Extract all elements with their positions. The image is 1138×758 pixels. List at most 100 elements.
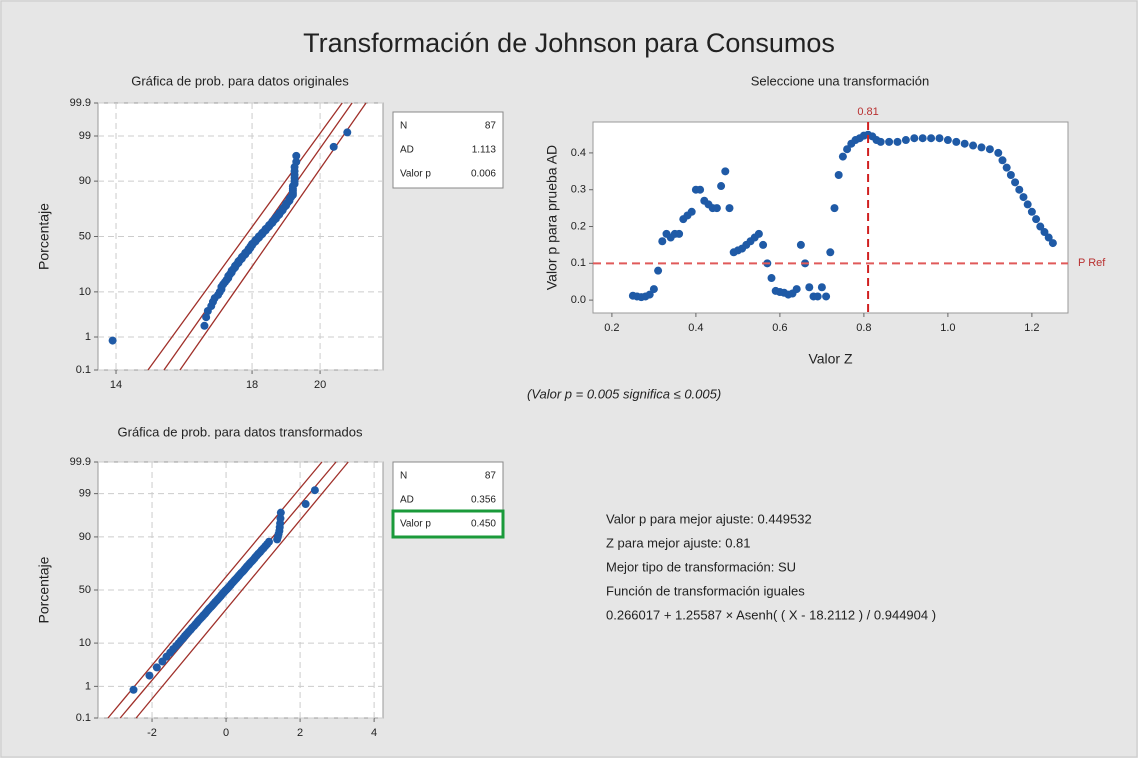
point <box>817 283 826 292</box>
point <box>830 204 839 213</box>
y-tick-label: 50 <box>79 584 91 596</box>
stat-label: N <box>400 121 407 132</box>
point <box>998 156 1007 165</box>
y-axis-label: Valor p para prueba AD <box>544 145 560 290</box>
x-tick-label: 0.6 <box>772 322 787 334</box>
point <box>952 137 961 146</box>
point <box>767 274 776 283</box>
fit-line <box>107 461 323 719</box>
y-tick-label: 1 <box>85 331 91 343</box>
point <box>1011 178 1020 187</box>
point <box>994 148 1003 157</box>
y-tick-label: 1 <box>85 680 91 692</box>
x-tick-label: 0 <box>223 727 229 739</box>
point <box>108 336 117 345</box>
point <box>918 134 927 143</box>
point <box>1019 193 1028 202</box>
point <box>843 145 852 154</box>
x-tick-label: 0.2 <box>604 322 619 334</box>
summary-line: 0.266017 + 1.25587 × Asenh( ( X - 18.211… <box>606 607 936 622</box>
point <box>152 663 161 672</box>
stat-label: AD <box>400 145 414 156</box>
point <box>675 229 684 238</box>
y-tick-label: 0.0 <box>571 294 586 306</box>
point <box>969 141 978 150</box>
point <box>276 514 285 523</box>
stat-value: 0.006 <box>471 169 496 180</box>
point <box>1040 228 1049 237</box>
y-tick-label: 10 <box>79 286 91 298</box>
point <box>658 237 667 246</box>
point <box>301 500 310 509</box>
x-tick-label: 14 <box>110 379 122 391</box>
y-tick-label: 0.1 <box>571 257 586 269</box>
x-tick-label: 18 <box>246 379 258 391</box>
summary-line: Z para mejor ajuste: 0.81 <box>606 535 751 550</box>
point <box>145 671 154 680</box>
point <box>1006 170 1015 179</box>
plot-area <box>592 121 1069 314</box>
point <box>265 537 273 546</box>
point <box>645 290 654 299</box>
stat-label: N <box>400 471 407 482</box>
y-tick-label: 99.9 <box>70 97 91 109</box>
summary-line: Valor p para mejor ajuste: 0.449532 <box>606 511 812 526</box>
summary-line: Mejor tipo de transformación: SU <box>606 559 796 574</box>
chart-title: Gráfica de prob. para datos originales <box>131 73 349 88</box>
x-tick-label: 4 <box>371 727 377 739</box>
point <box>1002 163 1011 172</box>
stats-box <box>392 111 504 189</box>
point <box>943 136 952 145</box>
point <box>329 142 338 151</box>
stats-box <box>392 461 504 539</box>
y-tick-label: 0.3 <box>571 184 586 196</box>
point <box>717 182 726 191</box>
fit-line <box>135 461 349 719</box>
point <box>796 240 805 249</box>
point <box>885 137 894 146</box>
point <box>292 151 301 160</box>
y-tick-label: 0.4 <box>571 147 586 159</box>
x-tick-label: -2 <box>147 727 157 739</box>
point <box>977 143 986 152</box>
point <box>960 139 969 148</box>
x-axis-label: Valor Z <box>808 351 853 367</box>
point <box>1015 185 1024 194</box>
x-tick-label: 1.2 <box>1024 322 1039 334</box>
stat-label: Valor p <box>400 169 431 180</box>
stat-value: 1.113 <box>472 145 497 156</box>
y-tick-label: 50 <box>79 230 91 242</box>
y-tick-label: 0.1 <box>76 364 91 376</box>
y-tick-label: 90 <box>79 175 91 187</box>
highlight <box>391 509 505 539</box>
point <box>712 204 721 213</box>
y-tick-label: 0.2 <box>571 220 586 232</box>
point <box>200 321 209 330</box>
point <box>910 134 919 143</box>
x-tick-label: 2 <box>297 727 303 739</box>
point <box>292 157 301 166</box>
y-tick-label: 0.1 <box>76 712 91 724</box>
point <box>834 170 843 179</box>
point <box>838 152 847 161</box>
stat-value: 87 <box>485 121 497 132</box>
y-tick-label: 99 <box>79 488 91 500</box>
x-tick-label: 1.0 <box>940 322 955 334</box>
point <box>129 685 138 694</box>
footnote: (Valor p = 0.005 significa ≤ 0.005) <box>527 386 721 401</box>
point <box>649 285 658 294</box>
x-tick-label: 0.8 <box>856 322 871 334</box>
y-axis-label: Porcentaje <box>36 203 52 270</box>
point <box>687 207 696 216</box>
point <box>1032 215 1041 224</box>
point <box>654 266 663 275</box>
y-tick-label: 99.9 <box>70 456 91 468</box>
point <box>876 137 885 146</box>
chart-title: Seleccione una transformación <box>751 73 930 88</box>
point <box>1044 233 1053 242</box>
point <box>721 167 730 176</box>
summary-line: Función de transformación iguales <box>606 583 805 598</box>
stat-value: 87 <box>485 471 497 482</box>
y-tick-label: 99 <box>79 130 91 142</box>
stat-value: 0.450 <box>471 519 496 530</box>
